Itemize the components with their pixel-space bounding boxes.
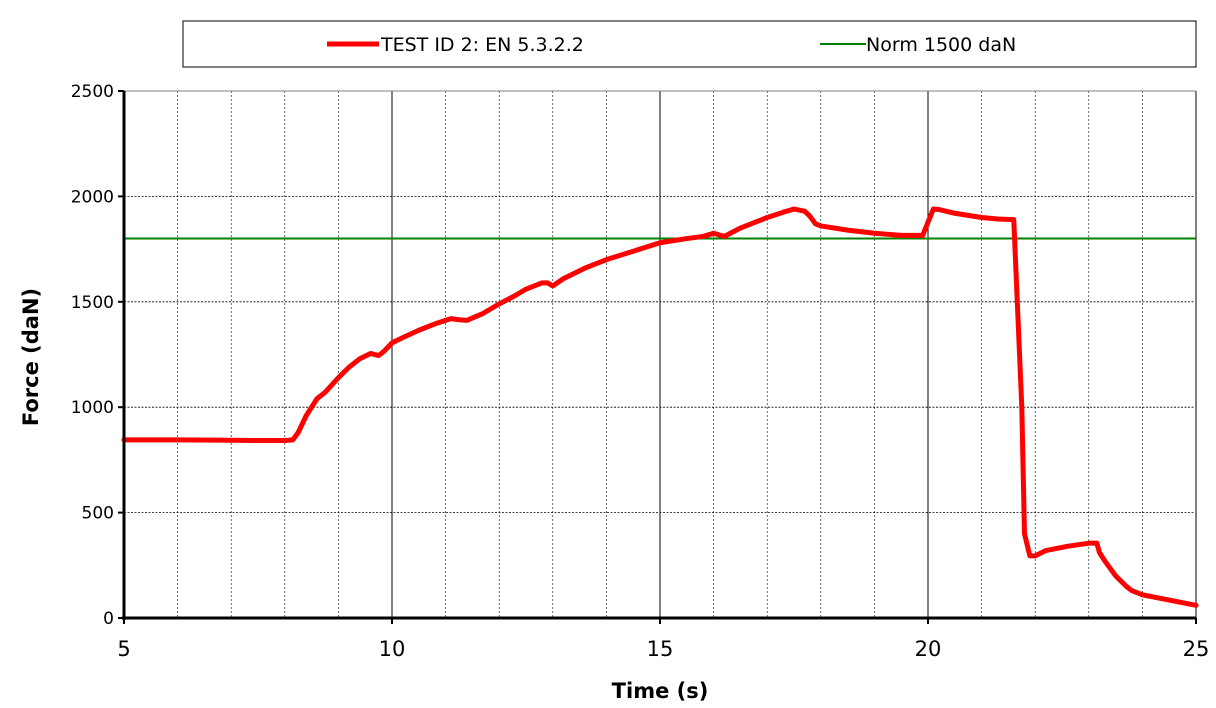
legend-label-norm: Norm 1500 daN [866,34,1016,56]
legend-label-test: TEST ID 2: EN 5.3.2.2 [380,34,584,56]
plot-area: 0 500 1000 1500 2000 2500 5 10 15 20 25 [71,82,1210,661]
y-tick-label: 1500 [71,293,114,313]
x-tick-label: 20 [915,637,942,661]
legend: TEST ID 2: EN 5.3.2.2 Norm 1500 daN [182,20,1197,68]
y-axis-title: Force (daN) [19,288,43,426]
y-tick-label: 2500 [71,82,114,102]
grid [124,90,1197,618]
series-layer [121,206,1199,608]
x-tick-label: 15 [647,637,674,661]
y-tick-label: 500 [82,504,114,524]
axes [118,90,1197,624]
x-tick-label: 5 [117,637,130,661]
x-tick-label: 25 [1183,637,1210,661]
y-tick-label: 1000 [71,398,114,418]
y-tick-label: 0 [103,609,114,629]
y-tick-labels: 0 500 1000 1500 2000 2500 [71,82,114,629]
x-tick-label: 10 [379,637,406,661]
x-tick-labels: 5 10 15 20 25 [117,637,1209,661]
series-line-test [121,206,1199,608]
y-tick-label: 2000 [71,187,114,207]
x-axis-title: Time (s) [612,679,709,703]
